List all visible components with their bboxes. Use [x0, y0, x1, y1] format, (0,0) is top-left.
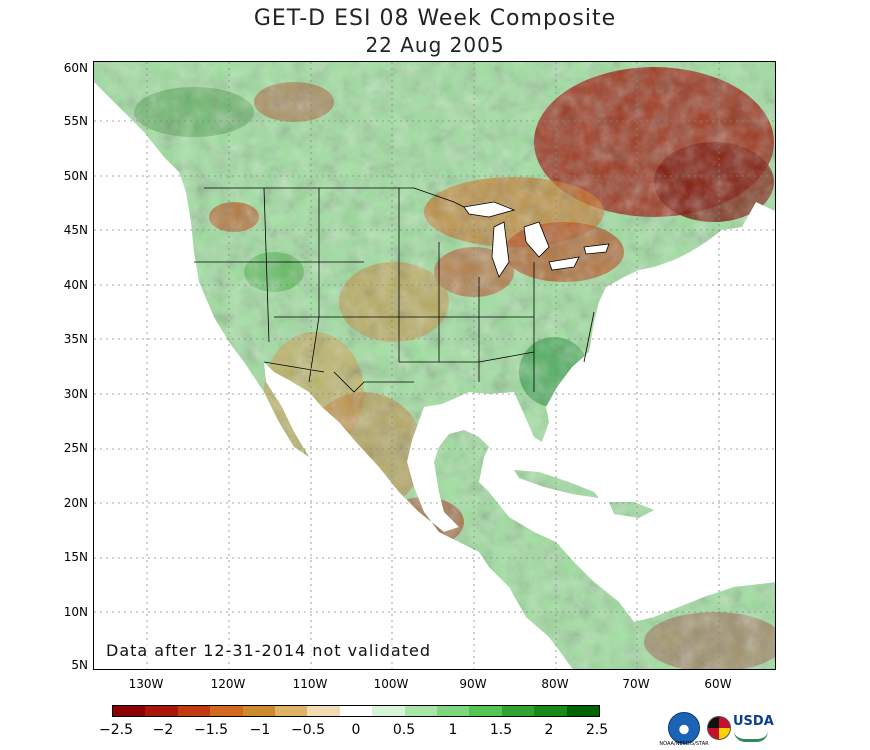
- map-title: GET-D ESI 08 Week Composite: [253, 6, 617, 31]
- colorbar-label: −1: [249, 722, 271, 738]
- lon-label: 120W: [210, 677, 246, 691]
- colorbar-swatch: [307, 706, 340, 716]
- validation-note: Data after 12-31-2014 not validated: [104, 641, 433, 660]
- colorbar-swatch: [566, 706, 600, 716]
- lon-label: 130W: [128, 677, 164, 691]
- usda-swoosh-icon: [734, 731, 768, 742]
- colorbar-swatch: [469, 706, 502, 716]
- lat-label: 50N: [63, 169, 88, 183]
- lat-label: 15N: [63, 550, 88, 564]
- colorbar-label: −2: [152, 722, 174, 738]
- lat-label: 30N: [63, 387, 88, 401]
- lat-label: 35N: [63, 332, 88, 346]
- colorbar-label: 2.5: [585, 722, 609, 738]
- colorbar: [112, 705, 600, 717]
- colorbar-label: −1.5: [194, 722, 228, 738]
- great-lakes: [463, 201, 610, 278]
- lon-label: 80W: [541, 677, 569, 691]
- colorbar-swatch: [275, 706, 308, 716]
- lon-label: 70W: [622, 677, 650, 691]
- land-surface: [94, 62, 775, 669]
- umd-logo-icon: [707, 716, 731, 740]
- map-date: 22 Aug 2005: [365, 33, 505, 57]
- usda-logo: USDA: [733, 714, 774, 729]
- colorbar-label: −0.5: [291, 722, 325, 738]
- colorbar-label: 1: [448, 722, 458, 738]
- lat-label: 55N: [63, 114, 88, 128]
- colorbar-swatch: [404, 706, 438, 716]
- esi-map: [94, 62, 775, 669]
- colorbar-label: 0: [351, 722, 361, 738]
- lat-label: 25N: [63, 441, 88, 455]
- colorbar-label: 2: [544, 722, 554, 738]
- lat-label: 40N: [63, 278, 88, 292]
- colorbar-swatch: [339, 706, 373, 716]
- lat-label: 60N: [63, 61, 88, 75]
- colorbar-swatch: [113, 706, 146, 716]
- lat-label: 5N: [71, 658, 88, 672]
- colorbar-swatch: [210, 706, 243, 716]
- lon-label: 60W: [704, 677, 732, 691]
- lat-label: 20N: [63, 496, 88, 510]
- colorbar-swatch: [437, 706, 470, 716]
- colorbar-label: −2.5: [99, 722, 133, 738]
- colorbar-label: 1.5: [489, 722, 513, 738]
- noaa-logo-text: NOAA/NESDIS/STAR: [659, 741, 709, 747]
- colorbar-swatch: [372, 706, 405, 716]
- lat-label: 10N: [63, 605, 88, 619]
- colorbar-swatch: [242, 706, 276, 716]
- lat-label: 45N: [63, 223, 88, 237]
- map-panel: [93, 61, 776, 670]
- lon-label: 90W: [459, 677, 487, 691]
- lon-label: 100W: [373, 677, 409, 691]
- lon-label: 110W: [292, 677, 328, 691]
- colorbar-swatch: [534, 706, 567, 716]
- colorbar-label: 0.5: [392, 722, 416, 738]
- colorbar-swatch: [177, 706, 211, 716]
- colorbar-swatch: [145, 706, 178, 716]
- noaa-logo-icon: [668, 712, 700, 744]
- colorbar-swatch: [501, 706, 535, 716]
